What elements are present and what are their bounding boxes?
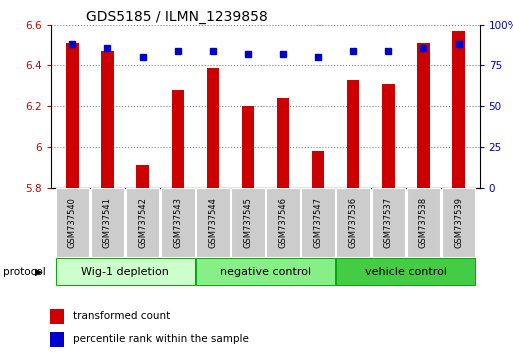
- Bar: [442, 188, 476, 257]
- Bar: [371, 188, 405, 257]
- Bar: [161, 188, 194, 257]
- Bar: [242, 106, 254, 188]
- Bar: [337, 188, 370, 257]
- Text: GSM737536: GSM737536: [349, 196, 358, 248]
- Text: transformed count: transformed count: [73, 312, 170, 321]
- Text: GSM737539: GSM737539: [454, 196, 463, 248]
- Bar: [231, 188, 265, 257]
- Bar: [55, 258, 194, 285]
- Text: GSM737537: GSM737537: [384, 196, 393, 248]
- Text: GSM737544: GSM737544: [208, 197, 218, 247]
- Text: ▶: ▶: [35, 267, 43, 277]
- Bar: [50, 332, 64, 347]
- Bar: [407, 188, 440, 257]
- Bar: [347, 80, 360, 188]
- Text: GSM737541: GSM737541: [103, 197, 112, 247]
- Bar: [312, 151, 324, 188]
- Bar: [266, 188, 300, 257]
- Text: vehicle control: vehicle control: [365, 267, 447, 277]
- Text: GSM737545: GSM737545: [244, 197, 252, 247]
- Text: GSM737540: GSM737540: [68, 197, 77, 247]
- Text: protocol: protocol: [3, 267, 45, 277]
- Bar: [196, 258, 335, 285]
- Text: GDS5185 / ILMN_1239858: GDS5185 / ILMN_1239858: [86, 10, 267, 24]
- Bar: [171, 90, 184, 188]
- Bar: [136, 165, 149, 188]
- Text: GSM737542: GSM737542: [138, 197, 147, 247]
- Text: GSM737547: GSM737547: [313, 196, 323, 248]
- Bar: [102, 51, 113, 188]
- Bar: [337, 258, 476, 285]
- Bar: [55, 188, 89, 257]
- Bar: [301, 188, 335, 257]
- Text: GSM737546: GSM737546: [279, 196, 287, 248]
- Bar: [382, 84, 394, 188]
- Bar: [207, 68, 219, 188]
- Bar: [50, 309, 64, 324]
- Bar: [418, 43, 429, 188]
- Text: GSM737543: GSM737543: [173, 196, 182, 248]
- Text: percentile rank within the sample: percentile rank within the sample: [73, 335, 248, 344]
- Bar: [66, 43, 78, 188]
- Text: GSM737538: GSM737538: [419, 196, 428, 248]
- Bar: [196, 188, 230, 257]
- Text: negative control: negative control: [220, 267, 311, 277]
- Bar: [126, 188, 160, 257]
- Bar: [277, 98, 289, 188]
- Bar: [452, 31, 465, 188]
- Bar: [91, 188, 124, 257]
- Text: Wig-1 depletion: Wig-1 depletion: [81, 267, 169, 277]
